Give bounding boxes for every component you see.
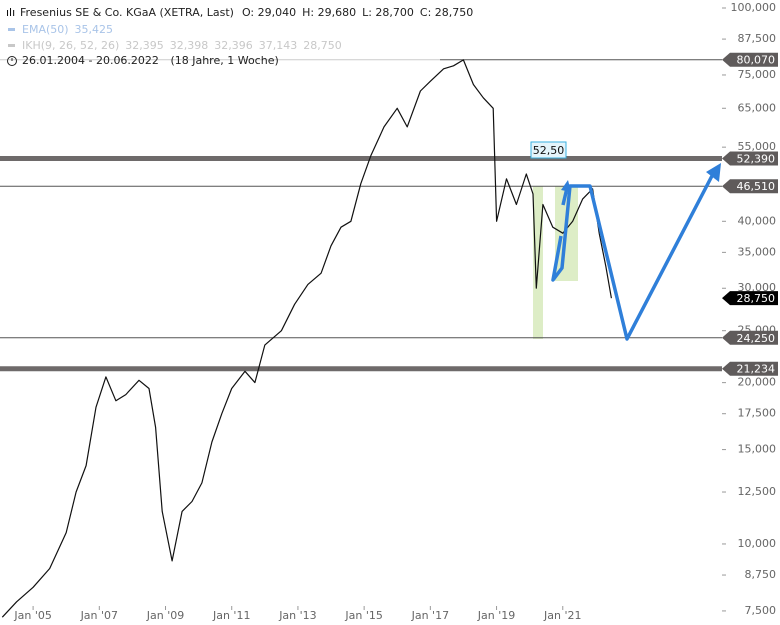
level-badge bbox=[722, 361, 778, 376]
annotation-box bbox=[530, 141, 567, 159]
ikh-legend: IKH(9, 26, 52, 26) 32,395 32,398 32,396 37,1… bbox=[22, 39, 342, 52]
date-range: 26.01.2004 - 20.06.2022 (18 Jahre, 1 Woc… bbox=[22, 54, 279, 67]
x-tick-label: Jan '17 bbox=[411, 609, 449, 622]
ema-swatch bbox=[8, 28, 15, 31]
ohlc-value: L: 28,700 bbox=[362, 6, 414, 19]
level-badge bbox=[722, 179, 778, 194]
level-badge bbox=[722, 52, 778, 67]
indicator-value: 35,425 bbox=[75, 23, 114, 36]
y-tick-label: 15,000 bbox=[738, 443, 777, 456]
projection-arrow bbox=[551, 163, 721, 341]
y-tick-label: 75,000 bbox=[738, 68, 777, 81]
y-tick-label: 30,000 bbox=[738, 281, 777, 294]
y-tick-label: 8,750 bbox=[745, 568, 777, 581]
y-tick-label: 12,500 bbox=[738, 485, 777, 498]
arrow-head bbox=[706, 163, 721, 182]
indicator-value: 28,750 bbox=[303, 39, 342, 52]
chart-title: Fresenius SE & Co. KGaA (XETRA, Last) bbox=[20, 6, 234, 19]
x-tick-label: Jan '21 bbox=[543, 609, 581, 622]
ikh-swatch bbox=[8, 44, 15, 47]
x-tick-label: Jan '15 bbox=[344, 609, 382, 622]
x-tick-label: Jan '07 bbox=[80, 609, 118, 622]
indicator-value: 32,396 bbox=[214, 39, 253, 52]
level-badge bbox=[722, 151, 778, 166]
x-tick-label: Jan '09 bbox=[146, 609, 184, 622]
price-line bbox=[1, 59, 612, 618]
ohlc-value: C: 28,750 bbox=[420, 6, 473, 19]
ema-legend: EMA(50) 35,425 bbox=[22, 23, 113, 36]
projection-path bbox=[551, 171, 716, 341]
y-tick-label: 65,000 bbox=[738, 101, 777, 114]
ohlc-value: O: 29,040 bbox=[242, 6, 296, 19]
x-tick-label: Jan '13 bbox=[278, 609, 316, 622]
x-tick-label: Jan '05 bbox=[13, 609, 51, 622]
chart-icon: ılı bbox=[6, 6, 15, 19]
y-tick-label: 17,500 bbox=[738, 407, 777, 420]
y-tick-label: 87,500 bbox=[738, 32, 777, 45]
legend: ılı Fresenius SE & Co. KGaA (XETRA, Last… bbox=[0, 0, 473, 70]
ohlc: O: 29,040 H: 29,680 L: 28,700 C: 28,750 bbox=[242, 6, 473, 19]
indicator-value: 32,398 bbox=[170, 39, 209, 52]
annotation-label: 52,50 bbox=[533, 144, 565, 157]
x-tick-label: Jan '11 bbox=[212, 609, 250, 622]
level-label: 52,390 bbox=[737, 152, 776, 165]
legend-bg bbox=[0, 0, 440, 70]
y-tick-label: 55,000 bbox=[738, 140, 777, 153]
y-tick-label: 40,000 bbox=[738, 214, 777, 227]
indicator-value: 37,143 bbox=[259, 39, 298, 52]
duration-text: (18 Jahre, 1 Woche) bbox=[170, 54, 278, 67]
level-label: 24,250 bbox=[737, 332, 776, 345]
level-badge bbox=[722, 330, 778, 345]
current-price-label: 28,750 bbox=[737, 292, 776, 305]
y-tick-label: 20,000 bbox=[738, 376, 777, 389]
level-label: 46,510 bbox=[737, 180, 776, 193]
current-price-badge bbox=[722, 291, 778, 306]
indicator-value: 32,395 bbox=[125, 39, 164, 52]
arrow-head bbox=[561, 180, 571, 192]
indicator-name: EMA(50) bbox=[22, 23, 69, 36]
level-label: 21,234 bbox=[737, 363, 776, 376]
date-range-text: 26.01.2004 - 20.06.2022 bbox=[22, 54, 159, 67]
clock-icon bbox=[7, 56, 17, 66]
y-tick-label: 100,000 bbox=[731, 1, 777, 14]
y-tick-label: 10,000 bbox=[738, 537, 777, 550]
indicator-name: IKH(9, 26, 52, 26) bbox=[22, 39, 119, 52]
ohlc-value: H: 29,680 bbox=[302, 6, 356, 19]
level-label: 80,070 bbox=[737, 54, 776, 67]
y-tick-label: 7,500 bbox=[745, 604, 777, 617]
y-tick-label: 35,000 bbox=[738, 245, 777, 258]
x-tick-label: Jan '19 bbox=[477, 609, 515, 622]
